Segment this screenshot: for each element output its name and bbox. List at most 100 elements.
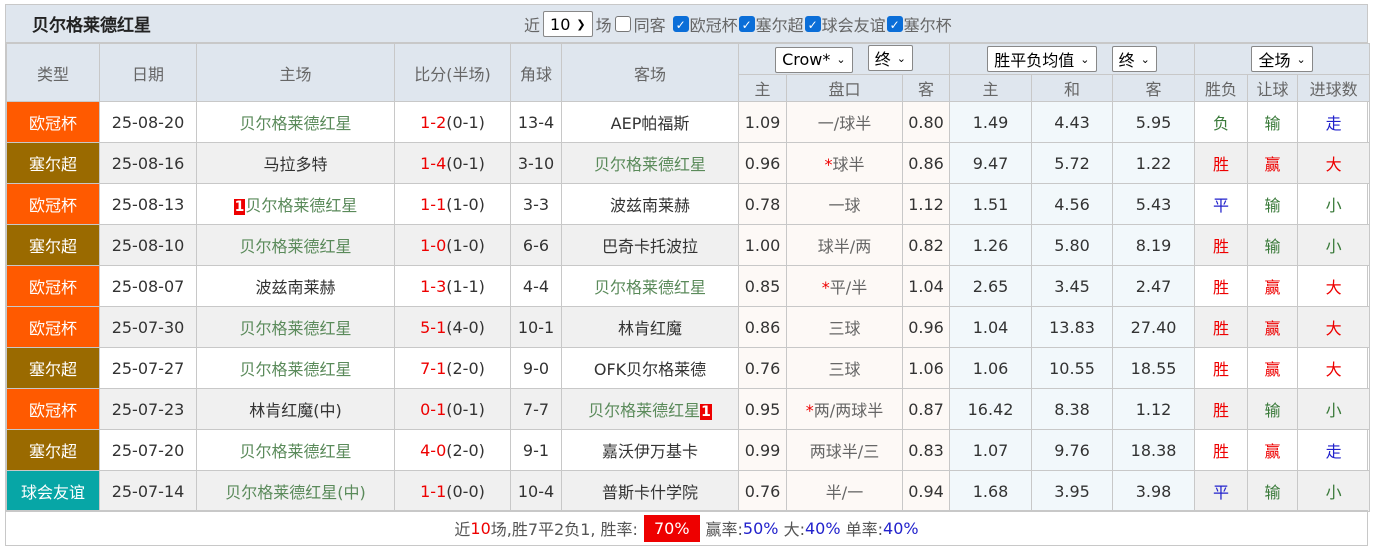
home-team-name[interactable]: 贝尔格莱德红星: [239, 319, 352, 338]
corner-cell: 7-7: [510, 388, 562, 430]
competition-type: 塞尔超: [28, 442, 77, 461]
away-water: 0.96: [908, 317, 944, 337]
home-team-name[interactable]: 波兹南莱赫: [255, 278, 336, 297]
result-handicap-cell: 输: [1247, 388, 1299, 430]
away-water: 0.86: [908, 153, 944, 173]
result-handicap: 赢: [1264, 319, 1281, 338]
home-team-name[interactable]: 贝尔格莱德红星: [239, 442, 352, 461]
result-goals-cell: 大: [1297, 142, 1371, 184]
date-cell: 25-07-23: [99, 388, 197, 430]
away-water-cell: 0.87: [901, 388, 951, 430]
away-team-name[interactable]: 贝尔格莱德红星: [593, 278, 706, 297]
half-score: (2-0): [446, 440, 485, 460]
result-wdl-cell: 胜: [1194, 429, 1249, 471]
spf-away: 2.47: [1135, 276, 1172, 296]
spf-time-select[interactable]: 终 ⌄: [1111, 46, 1157, 72]
ying-rate-label: 赢率:: [705, 520, 743, 539]
home-team-name[interactable]: 贝尔格莱德红星(中): [225, 483, 366, 502]
result-wdl: 负: [1213, 114, 1230, 133]
table-row[interactable]: 欧冠杯 25-07-23 林肯红魔(中) 0-1(0-1) 7-7 贝尔格莱德红星1 0.9…: [6, 388, 1371, 430]
result-wdl-cell: 胜: [1194, 306, 1249, 348]
match-date: 25-07-14: [111, 481, 185, 501]
result-wdl: 平: [1213, 196, 1230, 215]
same-venue-checkbox[interactable]: [614, 16, 631, 32]
home-water-cell: 0.86: [738, 306, 787, 348]
table-row[interactable]: 球会友谊 25-07-14 贝尔格莱德红星(中) 1-1(0-0) 10-4 普斯卡什学院…: [6, 470, 1371, 512]
full-score: 5-1: [420, 317, 447, 337]
spf-away: 5.95: [1135, 112, 1172, 132]
away-team-name[interactable]: 嘉沃伊万基卡: [601, 442, 698, 461]
away-team-name[interactable]: 林肯红魔: [617, 319, 682, 338]
result-goals-cell: 小: [1297, 224, 1371, 266]
table-row[interactable]: 欧冠杯 25-08-07 波兹南莱赫 1-3(1-1) 4-4 贝尔格莱德红星 0.85 *平…: [6, 265, 1371, 307]
company-select[interactable]: Crow* ⌄: [775, 46, 853, 73]
away-team-name[interactable]: 贝尔格莱德红星: [588, 401, 701, 420]
home-water-cell: 1.00: [738, 224, 787, 266]
away-team-name[interactable]: 巴奇卡托波拉: [601, 237, 698, 256]
table-row[interactable]: 塞尔超 25-08-16 马拉多特 1-4(0-1) 3-10 贝尔格莱德红星 0.96 *球…: [6, 142, 1371, 184]
result-goals: 走: [1325, 442, 1342, 461]
table-row[interactable]: 欧冠杯 25-08-20 贝尔格莱德红星 1-2(0-1) 13-4 AEP帕福斯 1.09…: [6, 101, 1371, 143]
chevron-down-icon: ⌄: [1296, 52, 1306, 66]
half-score: (0-1): [446, 399, 485, 419]
company-value: Crow*: [782, 50, 831, 70]
table-row[interactable]: 塞尔超 25-07-27 贝尔格莱德红星 7-1(2-0) 9-0 OFK贝尔格莱德 0.7…: [6, 347, 1371, 389]
odds-time-select[interactable]: 终 ⌄: [867, 45, 913, 72]
home-team-name[interactable]: 贝尔格莱德红星: [239, 360, 352, 379]
full-score: 1-1: [420, 481, 447, 501]
result-handicap-cell: 赢: [1247, 429, 1299, 471]
away-team-name[interactable]: 波兹南莱赫: [609, 196, 690, 215]
away-team-name[interactable]: OFK贝尔格莱德: [593, 360, 707, 379]
same-venue-label: 同客: [633, 16, 666, 35]
away-water-cell: 0.82: [901, 224, 951, 266]
result-wdl-cell: 负: [1194, 101, 1249, 143]
chevron-down-icon: ⌄: [1140, 52, 1150, 66]
handicap-cell: 三球: [786, 306, 903, 348]
match-date: 25-07-23: [111, 399, 185, 419]
away-team-cell: OFK贝尔格莱德: [561, 347, 739, 389]
result-wdl-cell: 胜: [1194, 142, 1249, 184]
competition-checkbox[interactable]: ✓: [738, 16, 755, 32]
home-water: 0.95: [744, 399, 781, 419]
away-team-name[interactable]: AEP帕福斯: [610, 114, 690, 133]
home-team-name[interactable]: 贝尔格莱德红星: [239, 237, 352, 256]
summary-prefix: 近: [454, 520, 471, 539]
handicap-line: 三球: [828, 319, 861, 338]
filters: 近 10 ❯ 场 同客 ✓ 欧冠杯 ✓ 塞尔超 ✓ 球会友谊 ✓ 塞尔杯: [524, 11, 952, 37]
away-team-name[interactable]: 普斯卡什学院: [601, 483, 698, 502]
competition-checkbox[interactable]: ✓: [886, 16, 903, 32]
table-row[interactable]: 欧冠杯 25-08-13 1贝尔格莱德红星 1-1(1-0) 3-3 波兹南莱赫 0.78 一…: [6, 183, 1371, 225]
spf-draw: 5.72: [1054, 153, 1090, 173]
table-row[interactable]: 塞尔超 25-08-10 贝尔格莱德红星 1-0(1-0) 6-6 巴奇卡托波拉 1.00 球…: [6, 224, 1371, 266]
away-water-cell: 1.06: [901, 347, 951, 389]
home-team-name[interactable]: 林肯红魔(中): [249, 401, 342, 420]
corner-count: 3-3: [522, 194, 550, 214]
team-title: 贝尔格莱德红星: [32, 16, 151, 36]
home-team-name[interactable]: 马拉多特: [263, 155, 328, 174]
recent-count-select[interactable]: 10 ❯: [543, 11, 593, 37]
type-cell: 塞尔超: [6, 429, 100, 471]
result-wdl-cell: 胜: [1194, 224, 1249, 266]
competition-checkbox[interactable]: ✓: [672, 16, 689, 32]
spf-select[interactable]: 胜平负均值 ⌄: [987, 46, 1097, 72]
spf-away-cell: 3.98: [1112, 470, 1196, 512]
type-cell: 欧冠杯: [6, 306, 100, 348]
scope-select[interactable]: 全场 ⌄: [1251, 46, 1313, 72]
table-row[interactable]: 欧冠杯 25-07-30 贝尔格莱德红星 5-1(4-0) 10-1 林肯红魔 0.86 三球…: [6, 306, 1371, 348]
competition-checkbox[interactable]: ✓: [804, 16, 821, 32]
home-team-cell: 贝尔格莱德红星: [196, 347, 395, 389]
spf-away-cell: 18.38: [1112, 429, 1196, 471]
handicap-cell: *平/半: [786, 265, 903, 307]
handicap-line: 平/半: [829, 278, 868, 297]
away-team-name[interactable]: 贝尔格莱德红星: [593, 155, 706, 174]
result-handicap: 输: [1264, 483, 1281, 502]
home-team-name[interactable]: 贝尔格莱德红星: [245, 196, 358, 215]
result-wdl: 胜: [1213, 319, 1230, 338]
competition-type: 塞尔超: [28, 237, 77, 256]
full-score: 4-0: [420, 440, 447, 460]
red-card-badge: 1: [233, 199, 246, 215]
corner-cell: 10-1: [510, 306, 562, 348]
spf-draw-cell: 5.72: [1031, 142, 1114, 184]
table-row[interactable]: 塞尔超 25-07-20 贝尔格莱德红星 4-0(2-0) 9-1 嘉沃伊万基卡 0.99 两…: [6, 429, 1371, 471]
home-team-name[interactable]: 贝尔格莱德红星: [239, 114, 352, 133]
